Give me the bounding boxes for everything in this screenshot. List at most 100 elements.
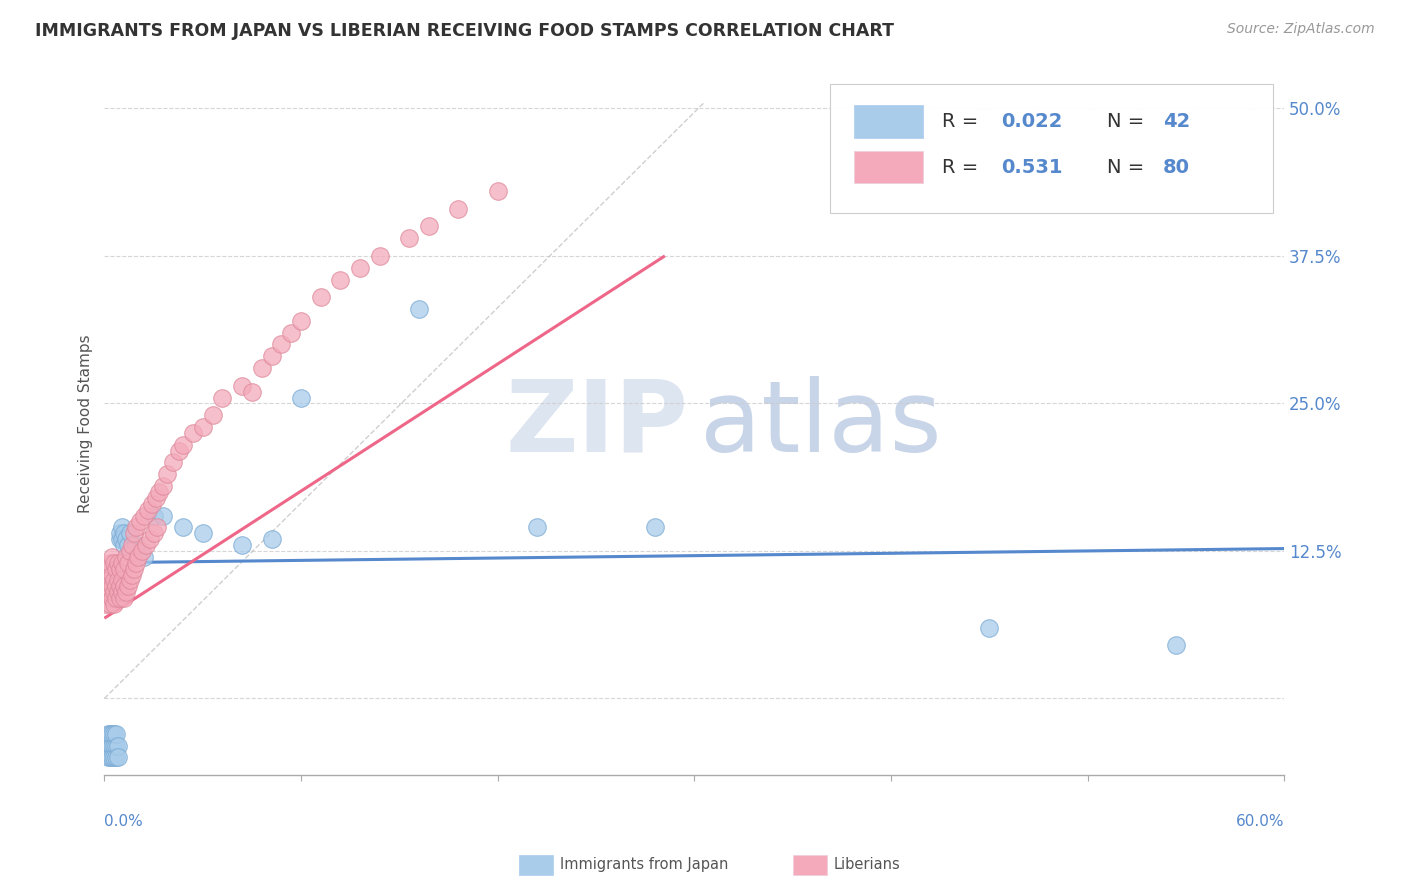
Point: [201, 408, 224, 422]
Point: [117, 556, 139, 570]
Point: [181, 425, 204, 440]
Point: [115, 585, 138, 599]
Point: [97, 585, 120, 599]
Point: [156, 467, 179, 482]
Point: [111, 574, 134, 588]
FancyBboxPatch shape: [853, 151, 924, 183]
Point: [486, 184, 509, 198]
Point: [280, 326, 302, 340]
Point: [152, 508, 174, 523]
Point: [98, 739, 121, 753]
Point: [142, 526, 165, 541]
Point: [115, 532, 138, 546]
Point: [112, 538, 135, 552]
Point: [136, 502, 159, 516]
Point: [97, 750, 120, 764]
Point: [112, 591, 135, 606]
Point: [127, 549, 149, 564]
Text: N =: N =: [1108, 158, 1152, 177]
Point: [191, 420, 214, 434]
Point: [231, 378, 253, 392]
Point: [111, 585, 134, 599]
Point: [108, 526, 131, 541]
Point: [115, 549, 138, 564]
Point: [142, 508, 165, 523]
Text: 0.022: 0.022: [1001, 112, 1063, 131]
Point: [162, 455, 184, 469]
Point: [107, 574, 129, 588]
Point: [107, 585, 129, 599]
Point: [112, 526, 135, 541]
Text: 42: 42: [1163, 112, 1189, 131]
Point: [107, 750, 129, 764]
Point: [96, 574, 118, 588]
Point: [101, 591, 124, 606]
Point: [108, 579, 131, 593]
Point: [103, 556, 125, 570]
Point: [309, 290, 332, 304]
Point: [644, 520, 666, 534]
Point: [98, 597, 121, 611]
Text: N =: N =: [1108, 112, 1152, 131]
Point: [101, 739, 124, 753]
Point: [103, 727, 125, 741]
Point: [121, 538, 143, 552]
Point: [118, 574, 141, 588]
Point: [117, 579, 139, 593]
Point: [101, 579, 124, 593]
Point: [128, 544, 150, 558]
Point: [98, 750, 121, 764]
Point: [172, 438, 194, 452]
Point: [103, 739, 125, 753]
Point: [290, 314, 312, 328]
Point: [447, 202, 470, 216]
Point: [96, 597, 118, 611]
Point: [118, 526, 141, 541]
Text: Liberians: Liberians: [834, 857, 900, 871]
Point: [103, 750, 125, 764]
Point: [101, 549, 124, 564]
Text: R =: R =: [942, 158, 984, 177]
Point: [211, 391, 233, 405]
Point: [108, 591, 131, 606]
Point: [105, 579, 128, 593]
Point: [250, 361, 273, 376]
Point: [152, 479, 174, 493]
Text: IMMIGRANTS FROM JAPAN VS LIBERIAN RECEIVING FOOD STAMPS CORRELATION CHART: IMMIGRANTS FROM JAPAN VS LIBERIAN RECEIV…: [35, 22, 894, 40]
Point: [125, 538, 148, 552]
Point: [105, 739, 128, 753]
Point: [260, 532, 283, 546]
Point: [111, 520, 134, 534]
FancyBboxPatch shape: [853, 105, 924, 137]
Point: [97, 727, 120, 741]
Point: [96, 739, 118, 753]
Point: [112, 561, 135, 575]
Point: [125, 556, 148, 570]
Point: [131, 544, 153, 558]
Point: [148, 484, 170, 499]
Point: [122, 561, 145, 575]
Point: [145, 491, 167, 505]
Point: [125, 520, 148, 534]
Point: [97, 561, 120, 575]
Point: [260, 349, 283, 363]
Point: [398, 231, 420, 245]
Text: Immigrants from Japan: Immigrants from Japan: [560, 857, 728, 871]
Point: [101, 750, 124, 764]
Point: [103, 585, 125, 599]
Point: [108, 561, 131, 575]
Point: [103, 597, 125, 611]
Point: [191, 526, 214, 541]
Text: 80: 80: [1163, 158, 1189, 177]
Point: [111, 532, 134, 546]
Point: [141, 497, 163, 511]
Text: atlas: atlas: [700, 376, 942, 473]
Point: [105, 750, 128, 764]
Point: [172, 520, 194, 534]
Point: [107, 556, 129, 570]
Text: ZIP: ZIP: [506, 376, 689, 473]
Point: [128, 515, 150, 529]
Point: [97, 574, 120, 588]
Point: [101, 567, 124, 582]
Point: [979, 621, 1001, 635]
